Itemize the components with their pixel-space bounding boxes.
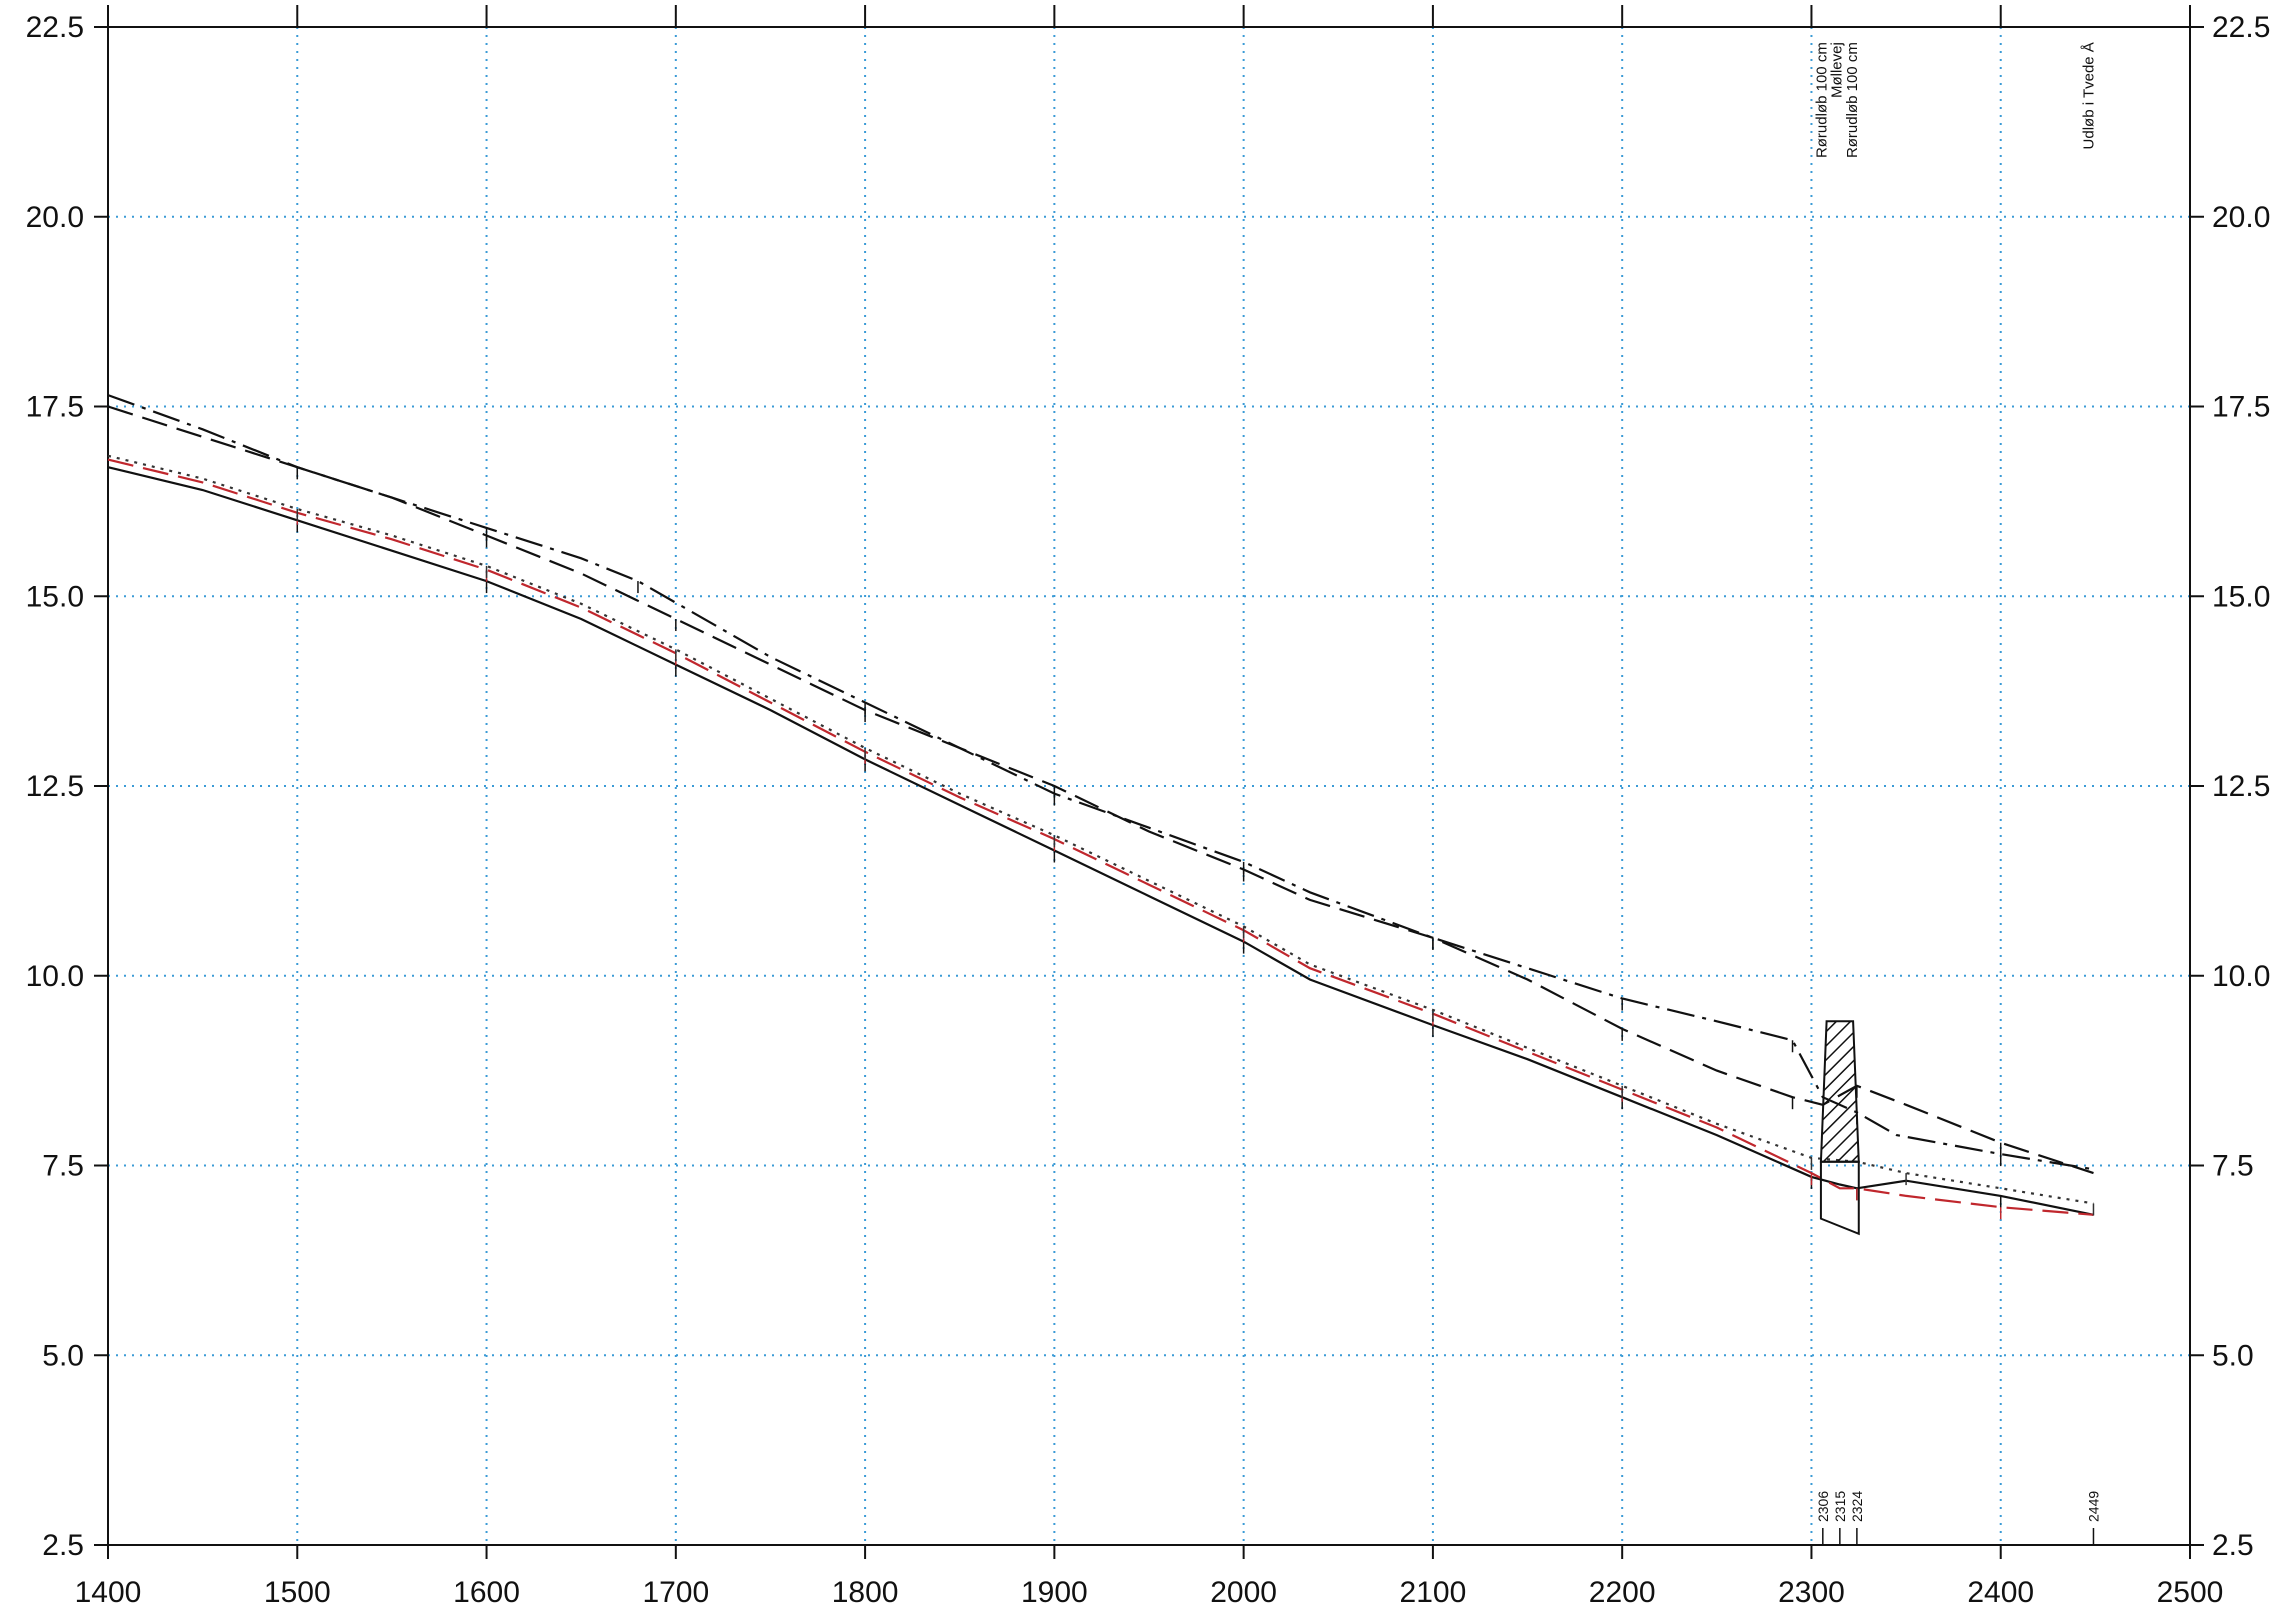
station-annotation: Rørudløb 100 cm	[1814, 42, 1831, 158]
y-tick-label-right: 22.5	[2212, 11, 2270, 44]
series-line-4	[107, 405, 2094, 1175]
station-markers: 2306 2315 2324 2449	[1815, 1491, 2101, 1545]
x-axis-labels: 1400 1500 1600 1700 1800 1900 2000 2100 2200 2300…	[75, 1576, 2224, 1609]
y-axis-labels-right: 2.5 5.0 7.5 10.0 12.5 15.0 17.5 20.0 22.5	[2212, 11, 2270, 1562]
x-tick-label: 2300	[1778, 1576, 1845, 1609]
station-marker-label: 2449	[2085, 1491, 2101, 1522]
y-tick-label-left: 20.0	[26, 201, 84, 234]
series-line-5	[107, 394, 2094, 1171]
station-annotation: Udløb i Tvede Å	[2080, 42, 2097, 149]
culvert-structure	[1819, 1020, 1860, 1236]
y-tick-label-left: 7.5	[42, 1150, 84, 1183]
x-tick-label: 2200	[1589, 1576, 1656, 1609]
x-tick-label: 1800	[832, 1576, 899, 1609]
grid	[108, 27, 2190, 1545]
x-tick-label: 2000	[1210, 1576, 1277, 1609]
y-tick-label-right: 7.5	[2212, 1150, 2254, 1183]
y-axis-labels-left: 2.5 5.0 7.5 10.0 12.5 15.0 17.5 20.0 22.5	[26, 11, 84, 1562]
y-tick-label-right: 2.5	[2212, 1529, 2254, 1562]
y-tick-label-left: 10.0	[26, 960, 84, 993]
station-marker-label: 2306	[1815, 1491, 1831, 1522]
culvert-hatched-top	[1819, 1020, 1860, 1163]
x-tick-label: 2500	[2157, 1576, 2224, 1609]
series-line-3	[107, 454, 2094, 1205]
y-tick-label-left: 15.0	[26, 580, 84, 613]
station-annotation: Rørudløb 100 cm	[1844, 42, 1861, 158]
y-tick-label-right: 15.0	[2212, 580, 2270, 613]
x-tick-label: 2400	[1967, 1576, 2034, 1609]
x-tick-label: 1600	[453, 1576, 520, 1609]
y-tick-label-right: 20.0	[2212, 201, 2270, 234]
series-line-1	[107, 466, 2094, 1216]
x-tick-label: 2100	[1400, 1576, 1467, 1609]
x-tick-label: 1500	[264, 1576, 331, 1609]
x-tick-label: 1700	[642, 1576, 709, 1609]
y-tick-label-left: 12.5	[26, 770, 84, 803]
axis-ticks	[94, 5, 2204, 1559]
station-marker-label: 2315	[1832, 1491, 1848, 1522]
culvert-body	[1819, 1160, 1860, 1236]
y-tick-label-right: 5.0	[2212, 1339, 2254, 1372]
series-line-2	[107, 458, 2094, 1216]
y-tick-label-right: 10.0	[2212, 960, 2270, 993]
y-tick-label-left: 17.5	[26, 391, 84, 424]
y-tick-label-right: 12.5	[2212, 770, 2270, 803]
station-marker-label: 2324	[1849, 1491, 1865, 1522]
series-layer	[107, 394, 2095, 1220]
y-tick-label-right: 17.5	[2212, 391, 2270, 424]
y-tick-label-left: 22.5	[26, 11, 84, 44]
x-tick-label: 1400	[75, 1576, 142, 1609]
x-tick-label: 1900	[1021, 1576, 1088, 1609]
station-annotation: Møllevej	[1829, 42, 1846, 98]
y-tick-label-left: 5.0	[42, 1339, 84, 1372]
y-tick-label-left: 2.5	[42, 1529, 84, 1562]
